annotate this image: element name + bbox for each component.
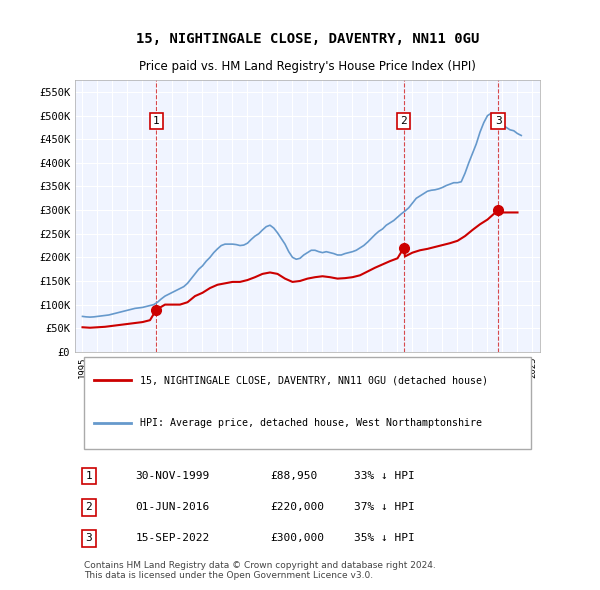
Text: 15-SEP-2022: 15-SEP-2022 bbox=[136, 533, 210, 543]
Text: 33% ↓ HPI: 33% ↓ HPI bbox=[354, 471, 415, 481]
Text: £220,000: £220,000 bbox=[270, 502, 324, 512]
Text: Price paid vs. HM Land Registry's House Price Index (HPI): Price paid vs. HM Land Registry's House … bbox=[139, 60, 476, 73]
Text: 1: 1 bbox=[86, 471, 92, 481]
FancyBboxPatch shape bbox=[84, 357, 531, 448]
Text: £88,950: £88,950 bbox=[270, 471, 317, 481]
Text: This data is licensed under the Open Government Licence v3.0.: This data is licensed under the Open Gov… bbox=[84, 571, 373, 580]
Text: HPI: Average price, detached house, West Northamptonshire: HPI: Average price, detached house, West… bbox=[140, 418, 482, 428]
Text: 15, NIGHTINGALE CLOSE, DAVENTRY, NN11 0GU (detached house): 15, NIGHTINGALE CLOSE, DAVENTRY, NN11 0G… bbox=[140, 375, 488, 385]
Text: 35% ↓ HPI: 35% ↓ HPI bbox=[354, 533, 415, 543]
Text: 2: 2 bbox=[400, 116, 407, 126]
Text: 15, NIGHTINGALE CLOSE, DAVENTRY, NN11 0GU: 15, NIGHTINGALE CLOSE, DAVENTRY, NN11 0G… bbox=[136, 32, 479, 46]
Text: 2: 2 bbox=[86, 502, 92, 512]
Text: Contains HM Land Registry data © Crown copyright and database right 2024.: Contains HM Land Registry data © Crown c… bbox=[84, 561, 436, 571]
Text: 3: 3 bbox=[86, 533, 92, 543]
Text: £300,000: £300,000 bbox=[270, 533, 324, 543]
Text: 30-NOV-1999: 30-NOV-1999 bbox=[136, 471, 210, 481]
Text: 3: 3 bbox=[495, 116, 502, 126]
Text: 37% ↓ HPI: 37% ↓ HPI bbox=[354, 502, 415, 512]
Text: 01-JUN-2016: 01-JUN-2016 bbox=[136, 502, 210, 512]
Text: 1: 1 bbox=[153, 116, 160, 126]
